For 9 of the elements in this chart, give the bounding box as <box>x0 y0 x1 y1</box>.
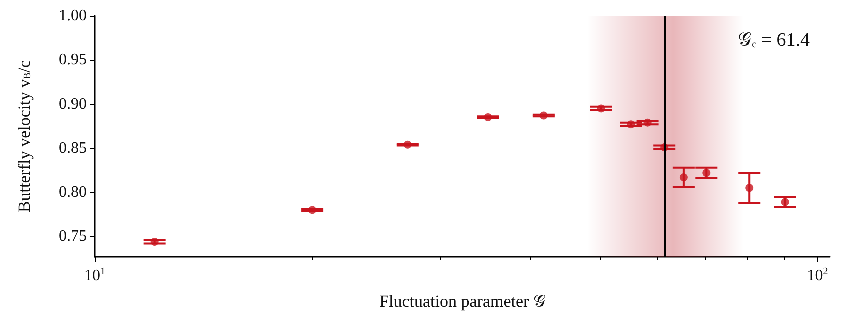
x-axis-title: Fluctuation parameter 𝒢 <box>380 292 546 311</box>
ref-line-label: 𝒢c = 61.4 <box>738 30 810 51</box>
y-tick-label: 0.95 <box>59 52 87 69</box>
y-tick-label: 0.75 <box>59 228 87 246</box>
y-tick-label: 0.80 <box>59 184 87 202</box>
y-tick-label: 0.90 <box>59 96 87 113</box>
y-axis-title: Butterfly velocity vB/c <box>15 60 34 213</box>
y-tick-label: 0.85 <box>59 140 87 157</box>
y-tick-label: 1.00 <box>59 8 87 24</box>
